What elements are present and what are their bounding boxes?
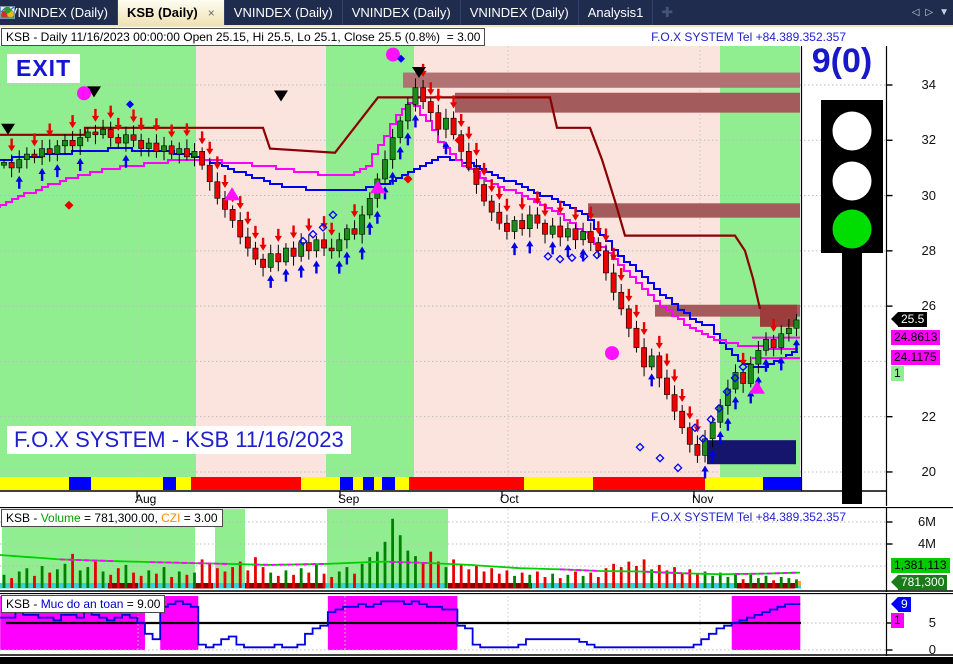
volume-title: KSB - Volume = 781,300.00, CZI = 3.00 (1, 509, 223, 527)
volume-tag: 781,300 (891, 575, 948, 590)
price-axis-label: 32 (921, 132, 936, 148)
price-tag: 1 (891, 365, 904, 381)
safety-axis-label: 0 (928, 642, 936, 657)
volume-title-part: CZI (161, 511, 181, 525)
tab-analysis1[interactable]: Analysis1 (1, 0, 654, 25)
tab-label: VNINDEX (Daily) (233, 5, 333, 20)
safety-title-part: Muc do an toan (40, 597, 124, 611)
safety-title-part: = 9.00 (123, 597, 161, 611)
price-axis-label: 30 (921, 187, 936, 203)
tag-arrow (891, 311, 898, 326)
price-axis-label: 20 (921, 463, 936, 479)
safety-axis-label: 5 (928, 615, 936, 630)
tab-scroll-controls: ◁ ▷ ▼ (912, 0, 949, 25)
price-tag: 24.8613 (891, 329, 941, 345)
scroll-left-icon[interactable]: ◁ (911, 7, 920, 18)
tab-ksb-daily[interactable]: KSB (Daily) × (0, 0, 225, 25)
tab-label: VNINDEX (Daily) (469, 5, 569, 20)
month-axis-label: Sep (338, 492, 360, 506)
volume-tag: 1,381,113 (891, 558, 950, 573)
tab-vnindex-daily[interactable]: VNINDEX (Daily) (0, 0, 118, 25)
tab-label: VNINDEX (Daily) (351, 5, 451, 20)
tag-arrow (891, 597, 898, 611)
volume-chart[interactable] (0, 507, 953, 592)
volume-title-part: = 3.00 (180, 511, 218, 525)
exit-signal-label: EXIT (7, 54, 81, 83)
signal-count-label: 9(0) (811, 42, 873, 80)
bottom-window-strip (0, 657, 953, 664)
fox-watermark: F.O.X SYSTEM - KSB 11/16/2023 (7, 426, 351, 454)
tag-arrow (891, 575, 898, 589)
tab-label: VNINDEX (Daily) (9, 5, 108, 20)
scroll-right-icon[interactable]: ▷ (925, 7, 934, 18)
tab-bar: VNINDEX (Daily) KSB (Daily) × VNINDEX (Dail… (0, 0, 953, 27)
safety-tag: 1 (891, 613, 904, 628)
month-axis-label: Aug (135, 492, 157, 506)
safety-title: KSB - Muc do an toan = 9.00 (1, 595, 166, 613)
traffic-light-indicator (821, 100, 883, 504)
main-chart-title: KSB - Daily 11/16/2023 00:00:00 Open 25.… (1, 28, 486, 46)
safety-tag: 9 (891, 597, 911, 612)
month-axis-label: Nov (692, 492, 714, 506)
fox-brand-main: F.O.X SYSTEM Tel +84.389.352.357 (651, 30, 846, 44)
volume-axis-label: 6M (917, 514, 936, 529)
main-price-chart[interactable] (0, 46, 953, 506)
new-tab-icon[interactable]: ✚ (661, 4, 674, 20)
tab-label: KSB (Daily) (126, 5, 198, 20)
price-tag: 25.5 (891, 311, 928, 327)
volume-title-part: KSB - (6, 511, 41, 525)
fox-brand-volume: F.O.X SYSTEM Tel +84.389.352.357 (651, 510, 846, 524)
safety-title-part: KSB - (6, 597, 41, 611)
tab-menu-icon[interactable]: ▼ (939, 7, 949, 18)
price-tag: 24.1175 (891, 350, 940, 366)
tab-vnindex-daily[interactable]: VNINDEX (Daily) (0, 0, 461, 25)
price-axis-label: 28 (921, 242, 936, 258)
volume-axis-label: 4M (917, 536, 936, 551)
volume-title-part: Volume (40, 511, 81, 525)
price-axis-label: 22 (921, 408, 936, 424)
tab-vnindex-daily[interactable]: VNINDEX (Daily) (0, 0, 579, 25)
volume-title-part: = 781,300.00, (80, 511, 162, 525)
tab-label: Analysis1 (587, 5, 644, 20)
price-axis-label: 26 (921, 298, 936, 314)
price-axis-label: 34 (921, 77, 936, 92)
month-axis-label: Oct (500, 492, 519, 506)
analysis-icon (1, 6, 14, 18)
tab-vnindex-daily[interactable]: VNINDEX (Daily) (0, 0, 343, 25)
tab-close-icon[interactable]: × (207, 5, 215, 20)
